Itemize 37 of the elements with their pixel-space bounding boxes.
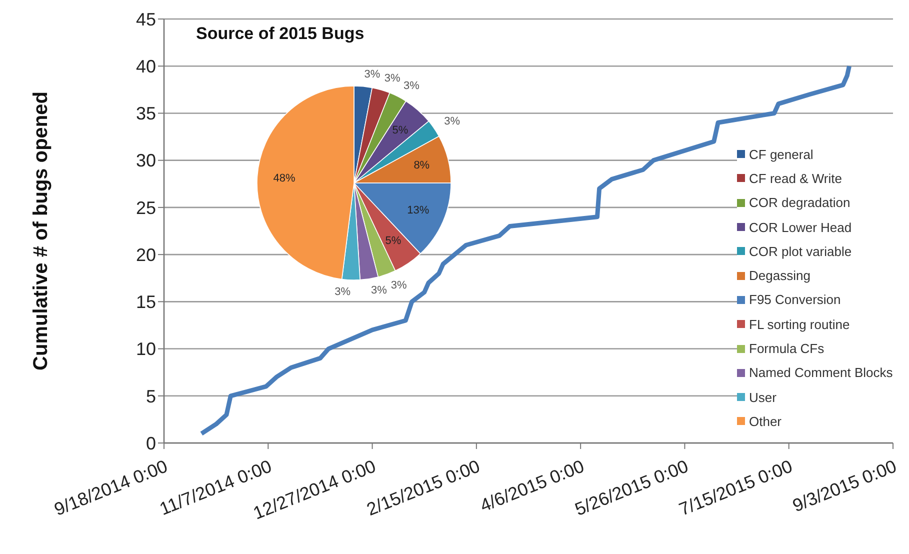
data-label: 3% (371, 284, 388, 297)
y-tick-label: 30 (136, 150, 156, 171)
data-label: 3% (390, 280, 408, 292)
data-label: 5% (385, 234, 402, 247)
legend-label: Degassing (749, 268, 810, 284)
legend-label: Named Comment Blocks (749, 365, 893, 380)
data-label: 3% (403, 80, 420, 92)
y-tick-label: 0 (146, 433, 156, 454)
legend-label: Formula CFs (749, 341, 824, 356)
y-tick-label: 40 (136, 56, 156, 76)
data-label: 8% (414, 160, 430, 172)
data-label: 5% (392, 124, 408, 137)
data-label: 3% (364, 68, 380, 80)
y-tick-label: 25 (136, 198, 156, 218)
y-tick-label: 5 (146, 386, 156, 406)
legend-label: COR degradation (749, 195, 850, 210)
y-tick-label: 45 (136, 9, 156, 30)
data-label: 13% (407, 204, 430, 217)
chart-title: Source of 2015 Bugs (196, 24, 364, 44)
data-label: 3% (384, 72, 401, 84)
legend-label: CF general (749, 146, 814, 162)
legend-label: COR Lower Head (749, 220, 852, 235)
legend-label: CF read & Write (749, 170, 842, 186)
y-tick-label: 35 (136, 104, 156, 124)
data-label: 3% (334, 286, 351, 298)
legend-label: FL sorting routine (749, 316, 850, 332)
line-series (199, 64, 852, 436)
legend-label: Other (749, 414, 782, 429)
data-label: 48% (273, 172, 296, 185)
data-label: 3% (444, 116, 460, 128)
legend-label: COR plot variable (749, 244, 852, 259)
legend-label: F95 Conversion (749, 292, 841, 308)
y-tick-label: 20 (136, 244, 156, 265)
y-axis-title: Cumulative # of bugs opened (30, 92, 52, 370)
y-tick-label: 15 (136, 292, 156, 312)
legend-label: User (749, 390, 776, 405)
y-tick-label: 10 (136, 339, 156, 360)
